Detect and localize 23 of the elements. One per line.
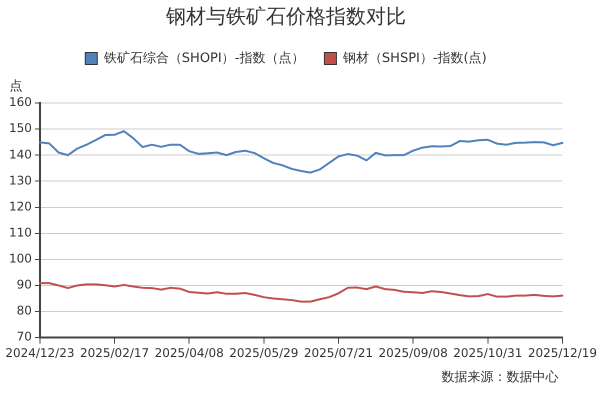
x-tick-label: 2025/07/21 bbox=[304, 346, 374, 360]
x-tick-label: 2025/05/29 bbox=[229, 346, 298, 360]
source-note: 数据来源：数据中心 bbox=[441, 368, 558, 385]
y-tick-label: 130 bbox=[9, 173, 32, 188]
y-axis-title: 点 bbox=[9, 78, 22, 94]
x-tick-label: 2024/12/23 bbox=[5, 346, 74, 360]
legend-label: 铁矿石综合（SHOPI）-指数（点） bbox=[102, 50, 304, 66]
x-tick-label: 2025/10/31 bbox=[453, 346, 522, 360]
y-tick-label: 100 bbox=[9, 252, 32, 266]
y-tick-label: 140 bbox=[9, 147, 32, 162]
y-tick-label: 70 bbox=[16, 330, 32, 344]
y-tick-label: 110 bbox=[9, 225, 32, 240]
legend-label: 钢材（SHSPI）-指数(点) bbox=[342, 50, 487, 66]
y-tick-label: 160 bbox=[9, 95, 32, 110]
y-tick-label: 90 bbox=[16, 278, 32, 292]
chart-title: 钢材与铁矿石价格指数对比 bbox=[165, 4, 406, 28]
y-tick-label: 120 bbox=[9, 199, 32, 214]
x-tick-label: 2025/02/17 bbox=[80, 346, 150, 360]
x-tick-label: 2025/09/08 bbox=[378, 346, 448, 360]
x-tick-label: 2025/12/19 bbox=[528, 346, 598, 360]
y-tick-label: 80 bbox=[16, 304, 32, 318]
x-tick-label: 2025/04/08 bbox=[154, 346, 224, 360]
y-tick-label: 150 bbox=[9, 121, 32, 136]
